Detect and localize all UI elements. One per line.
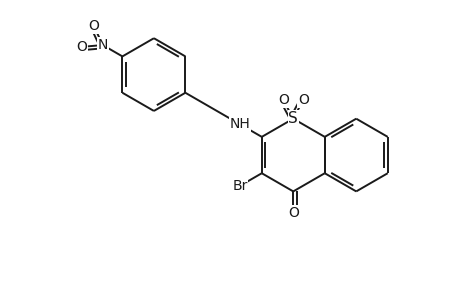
Text: NH: NH [229,117,250,131]
Text: N: N [97,38,108,52]
Text: S: S [288,111,297,126]
Text: Br: Br [232,179,247,193]
Text: O: O [297,93,308,107]
Text: O: O [76,40,87,54]
Text: O: O [277,93,288,107]
Text: O: O [287,206,298,220]
Text: O: O [88,19,99,33]
